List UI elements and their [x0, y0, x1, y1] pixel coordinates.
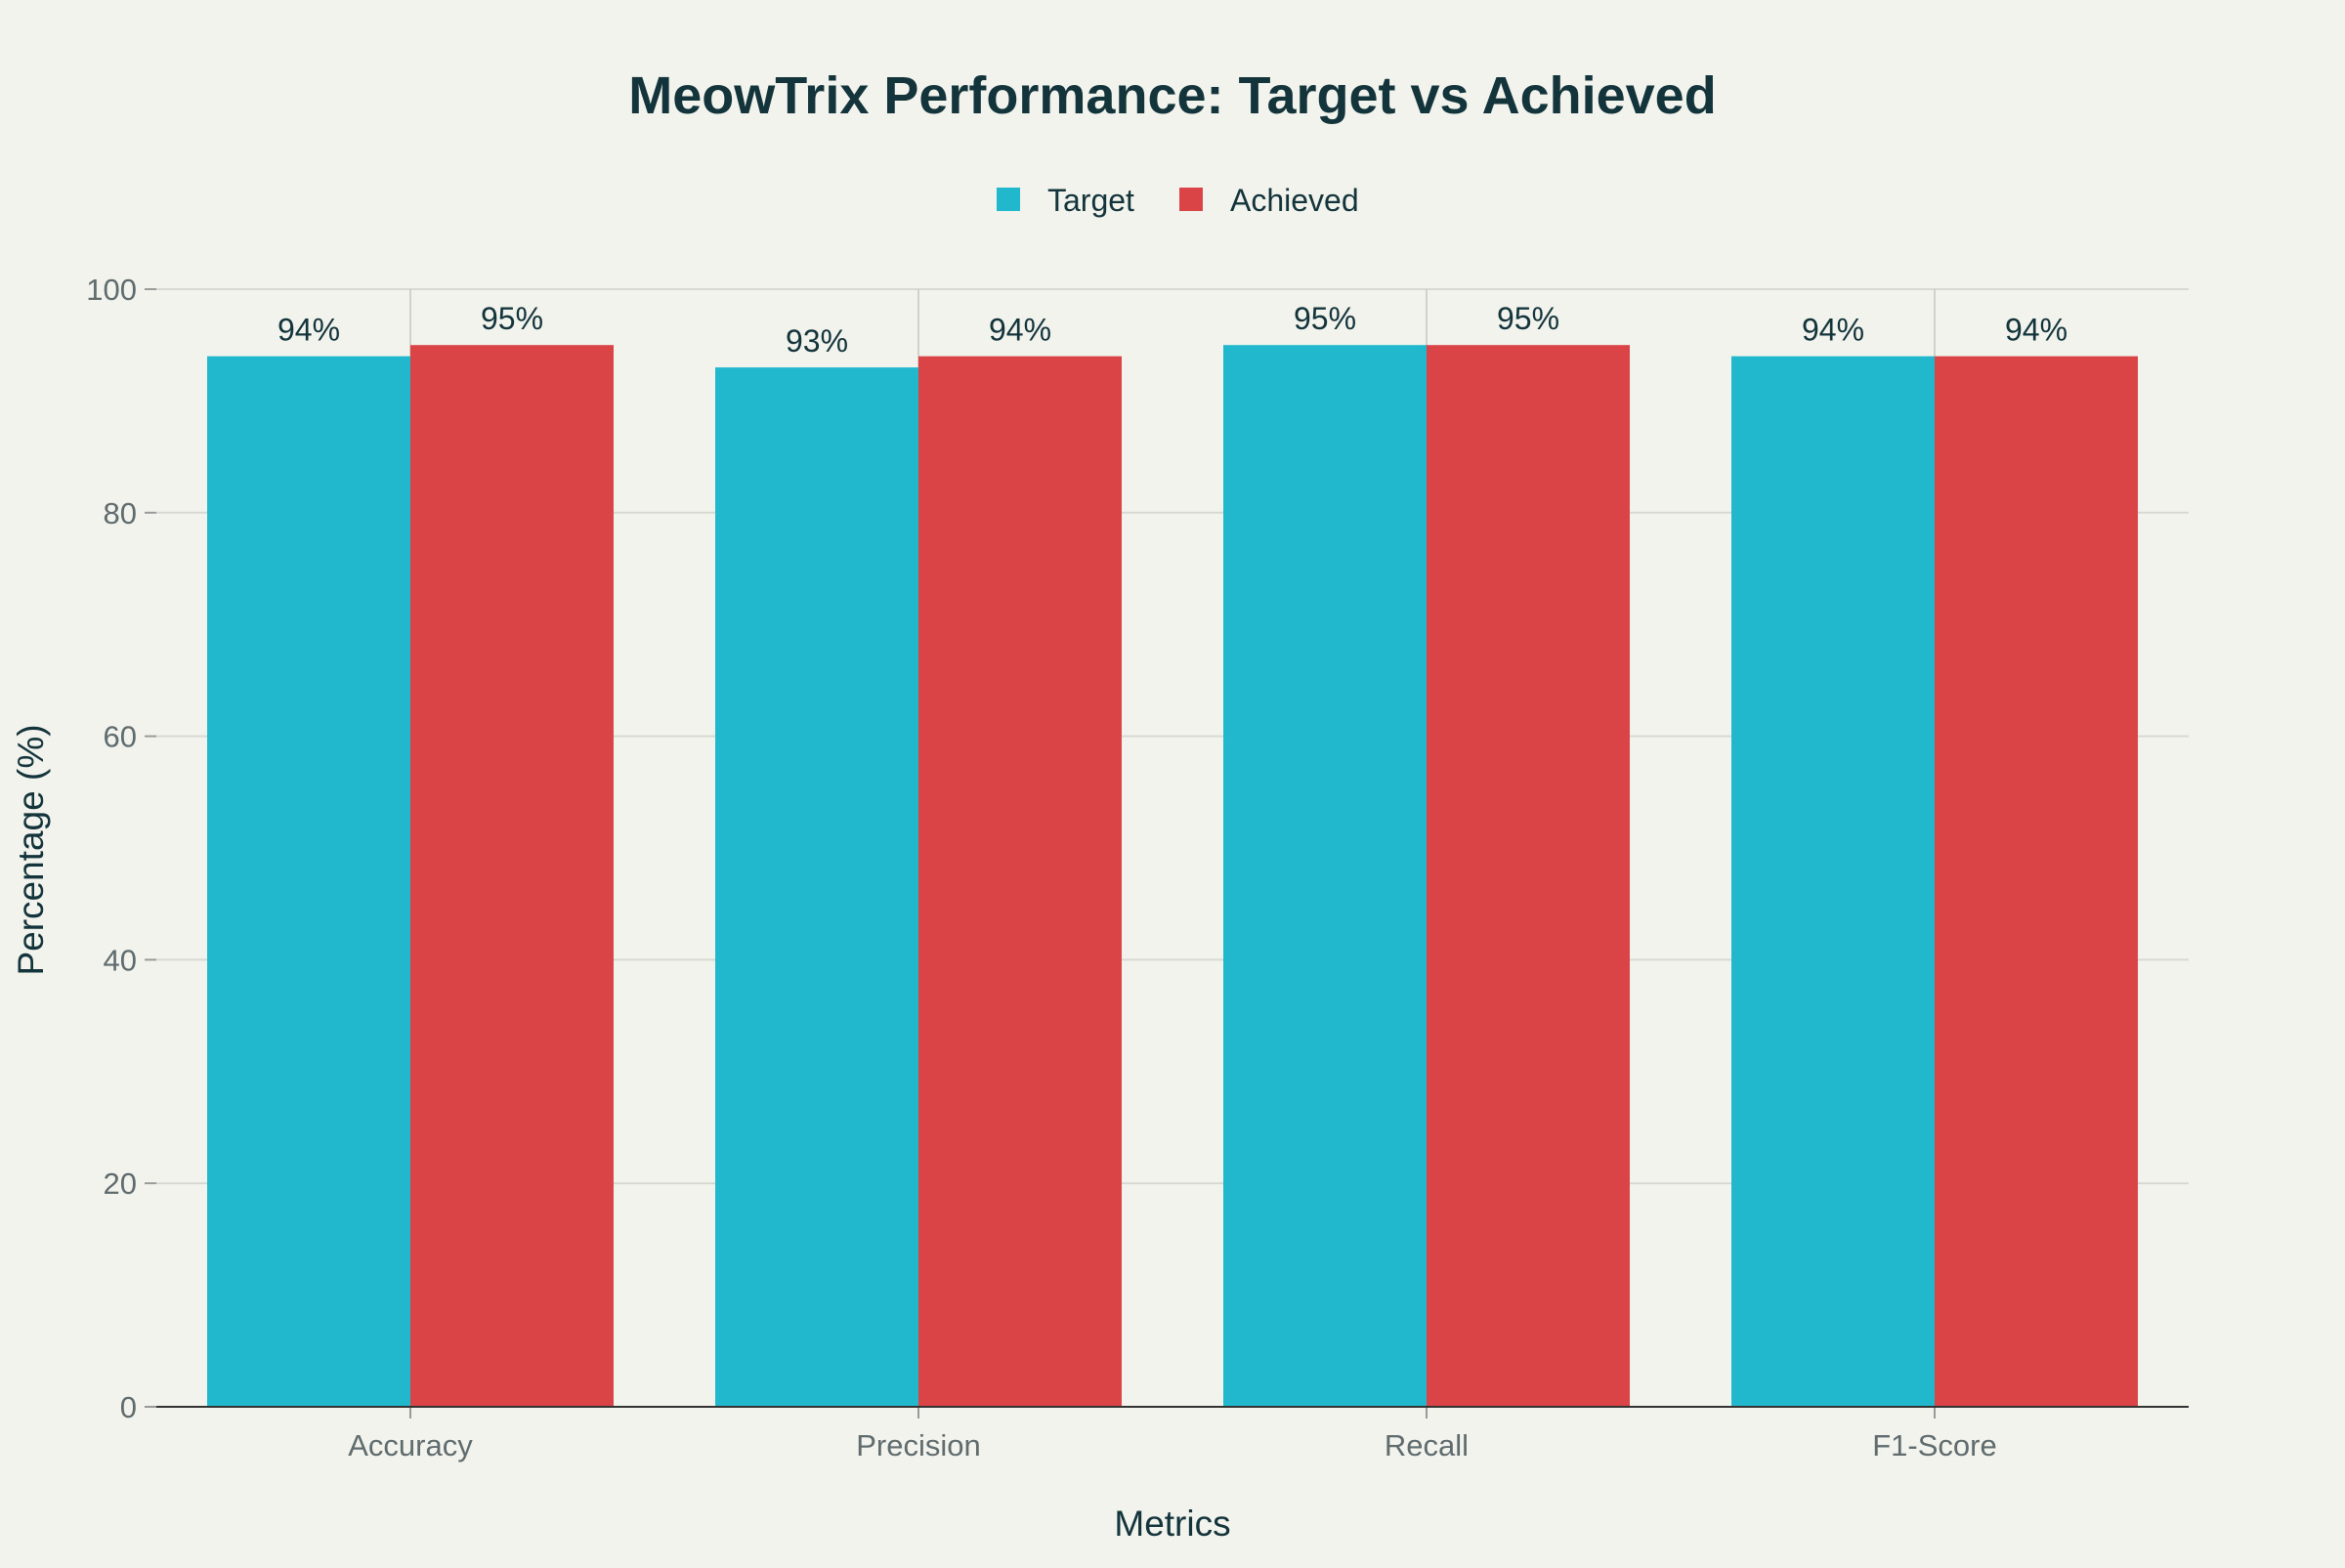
bars	[207, 345, 2138, 1408]
x-tick-label-f1-score: F1-Score	[1872, 1428, 1996, 1462]
y-tick-label-40: 40	[104, 943, 137, 977]
chart-title: MeowTrix Performance: Target vs Achieved	[628, 66, 1716, 125]
y-axis-title: Percentage (%)	[11, 724, 51, 975]
x-tick-label-precision: Precision	[856, 1428, 981, 1462]
bar-achieved-recall	[1427, 345, 1630, 1408]
legend: Target Achieved	[997, 183, 1359, 218]
data-labels: 94% 95% 93% 94% 95% 95% 94% 94%	[277, 301, 2068, 359]
y-tick-label-0: 0	[120, 1390, 137, 1424]
bar-target-accuracy	[207, 356, 410, 1407]
x-tick-label-accuracy: Accuracy	[348, 1428, 473, 1462]
y-tick-label-20: 20	[104, 1166, 137, 1201]
data-label-achieved-f1-score: 94%	[2005, 313, 2068, 348]
bar-achieved-f1-score	[1935, 356, 2138, 1407]
bar-achieved-precision	[918, 356, 1122, 1407]
data-label-achieved-precision: 94%	[989, 313, 1051, 348]
data-label-target-recall: 95%	[1294, 301, 1356, 336]
bar-target-recall	[1223, 345, 1427, 1408]
data-label-target-precision: 93%	[786, 323, 848, 359]
bar-target-f1-score	[1731, 356, 1935, 1407]
y-tick-label-60: 60	[104, 720, 137, 754]
bar-target-precision	[715, 367, 918, 1408]
axes: 0 20 40 60 80 100 Accuracy Precision Recall F1-Sc…	[86, 273, 2189, 1462]
data-label-target-accuracy: 94%	[277, 313, 340, 348]
x-axis-title: Metrics	[1114, 1504, 1230, 1544]
legend-swatch-target	[997, 188, 1020, 211]
legend-label-target: Target	[1047, 183, 1134, 218]
y-tick-label-100: 100	[86, 273, 137, 307]
bar-achieved-accuracy	[410, 345, 614, 1408]
x-tick-label-recall: Recall	[1385, 1428, 1469, 1462]
legend-label-achieved: Achieved	[1230, 183, 1359, 218]
data-label-achieved-recall: 95%	[1497, 301, 1559, 336]
data-label-target-f1-score: 94%	[1802, 313, 1864, 348]
data-label-achieved-accuracy: 95%	[481, 301, 543, 336]
y-tick-label-80: 80	[104, 496, 137, 530]
legend-swatch-achieved	[1179, 188, 1203, 211]
